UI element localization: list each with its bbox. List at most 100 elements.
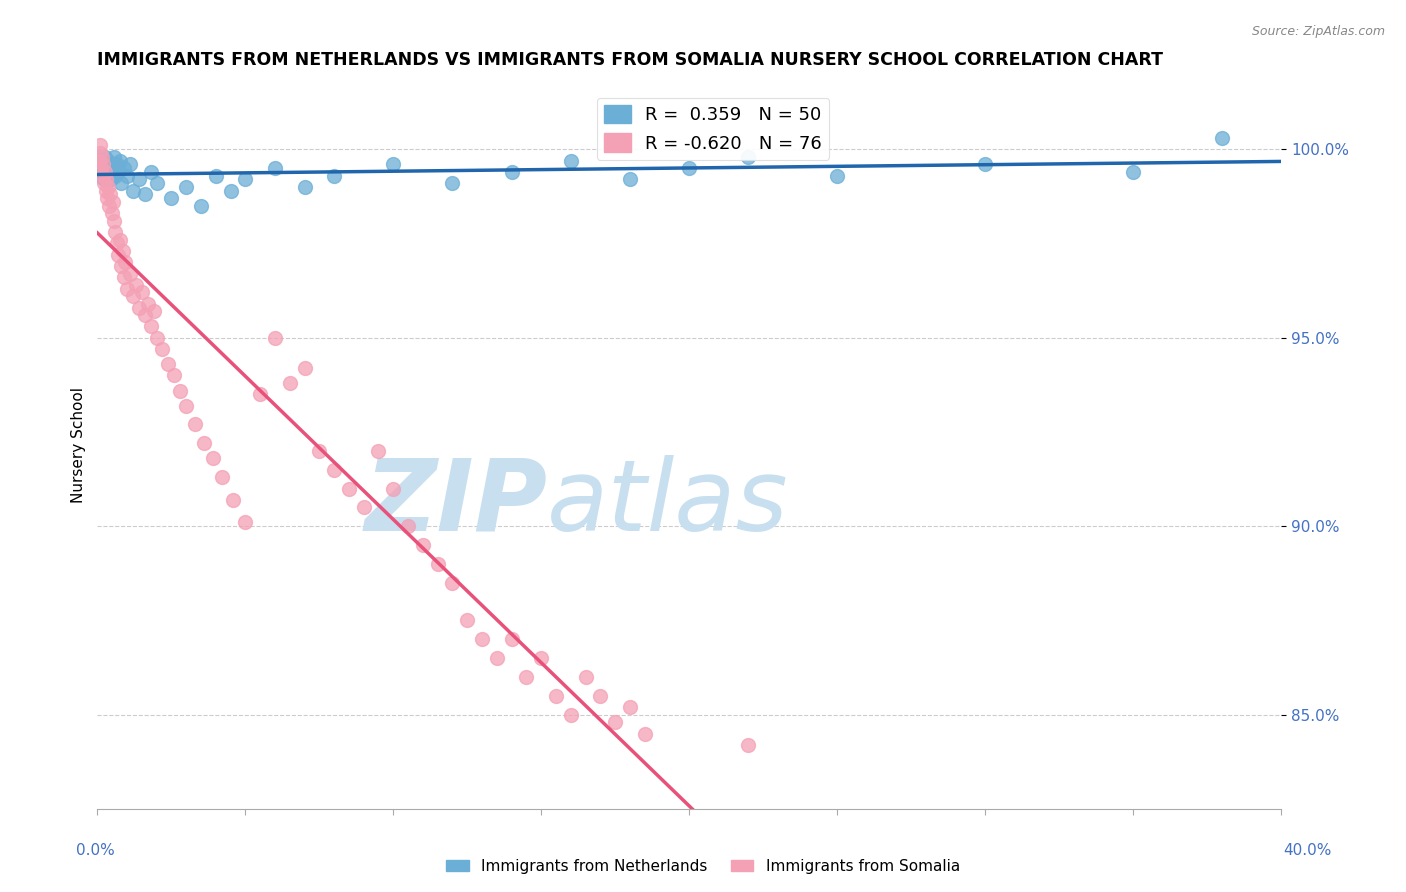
Point	[456, 614, 478, 628]
Point	[101, 194, 124, 209]
Point	[169, 384, 191, 398]
Point	[264, 331, 287, 345]
Point	[323, 463, 346, 477]
Point	[501, 632, 523, 647]
Point	[96, 169, 118, 183]
Point	[560, 153, 582, 168]
Point	[115, 169, 138, 183]
Legend: Immigrants from Netherlands, Immigrants from Somalia: Immigrants from Netherlands, Immigrants …	[440, 853, 966, 880]
Legend: R =  0.359   N = 50, R = -0.620   N = 76: R = 0.359 N = 50, R = -0.620 N = 76	[596, 97, 830, 160]
Point	[157, 357, 180, 371]
Point	[974, 157, 997, 171]
Point	[91, 165, 114, 179]
Point	[115, 282, 138, 296]
Point	[125, 277, 148, 292]
Point	[114, 255, 136, 269]
Point	[111, 244, 134, 258]
Point	[110, 176, 132, 190]
Point	[193, 436, 215, 450]
Point	[89, 169, 111, 183]
Point	[96, 172, 118, 186]
Point	[426, 557, 449, 571]
Point	[294, 180, 316, 194]
Point	[97, 153, 120, 168]
Point	[103, 150, 125, 164]
Point	[139, 319, 162, 334]
Point	[91, 157, 114, 171]
Text: 0.0%: 0.0%	[76, 843, 115, 858]
Point	[530, 651, 553, 665]
Point	[100, 172, 122, 186]
Point	[501, 165, 523, 179]
Point	[90, 161, 112, 175]
Point	[89, 150, 111, 164]
Point	[128, 301, 150, 315]
Point	[118, 267, 141, 281]
Point	[204, 169, 226, 183]
Point	[104, 225, 127, 239]
Point	[121, 289, 143, 303]
Point	[104, 169, 127, 183]
Point	[160, 191, 183, 205]
Point	[589, 689, 612, 703]
Point	[634, 726, 657, 740]
Text: 40.0%: 40.0%	[1284, 843, 1331, 858]
Y-axis label: Nursery School: Nursery School	[72, 387, 86, 503]
Point	[98, 199, 121, 213]
Point	[90, 161, 112, 175]
Point	[737, 738, 759, 752]
Point	[294, 360, 316, 375]
Point	[737, 150, 759, 164]
Text: atlas: atlas	[547, 455, 789, 552]
Point	[190, 199, 212, 213]
Point	[112, 161, 135, 175]
Point	[112, 270, 135, 285]
Point	[87, 153, 110, 168]
Point	[94, 161, 117, 175]
Point	[825, 169, 848, 183]
Point	[103, 214, 125, 228]
Point	[605, 715, 627, 730]
Point	[100, 206, 122, 220]
Point	[94, 150, 117, 164]
Point	[174, 180, 197, 194]
Point	[515, 670, 537, 684]
Point	[93, 176, 115, 190]
Point	[412, 538, 434, 552]
Point	[163, 368, 186, 383]
Point	[91, 169, 114, 183]
Point	[575, 670, 598, 684]
Point	[441, 176, 464, 190]
Point	[323, 169, 346, 183]
Point	[678, 161, 700, 175]
Point	[107, 248, 129, 262]
Point	[441, 575, 464, 590]
Text: Source: ZipAtlas.com: Source: ZipAtlas.com	[1251, 25, 1385, 38]
Point	[98, 157, 121, 171]
Text: IMMIGRANTS FROM NETHERLANDS VS IMMIGRANTS FROM SOMALIA NURSERY SCHOOL CORRELATIO: IMMIGRANTS FROM NETHERLANDS VS IMMIGRANT…	[97, 51, 1163, 69]
Point	[134, 187, 156, 202]
Point	[107, 165, 129, 179]
Point	[91, 157, 114, 171]
Point	[101, 161, 124, 175]
Point	[105, 236, 128, 251]
Point	[145, 331, 167, 345]
Point	[382, 157, 405, 171]
Text: ZIP: ZIP	[364, 455, 547, 552]
Point	[560, 707, 582, 722]
Point	[131, 285, 153, 300]
Point	[87, 157, 110, 171]
Point	[97, 165, 120, 179]
Point	[619, 172, 641, 186]
Point	[90, 150, 112, 164]
Point	[121, 184, 143, 198]
Point	[90, 153, 112, 168]
Point	[485, 651, 508, 665]
Point	[249, 387, 271, 401]
Point	[337, 482, 360, 496]
Point	[97, 180, 120, 194]
Point	[145, 176, 167, 190]
Point	[308, 443, 330, 458]
Point	[100, 187, 122, 202]
Point	[353, 500, 375, 515]
